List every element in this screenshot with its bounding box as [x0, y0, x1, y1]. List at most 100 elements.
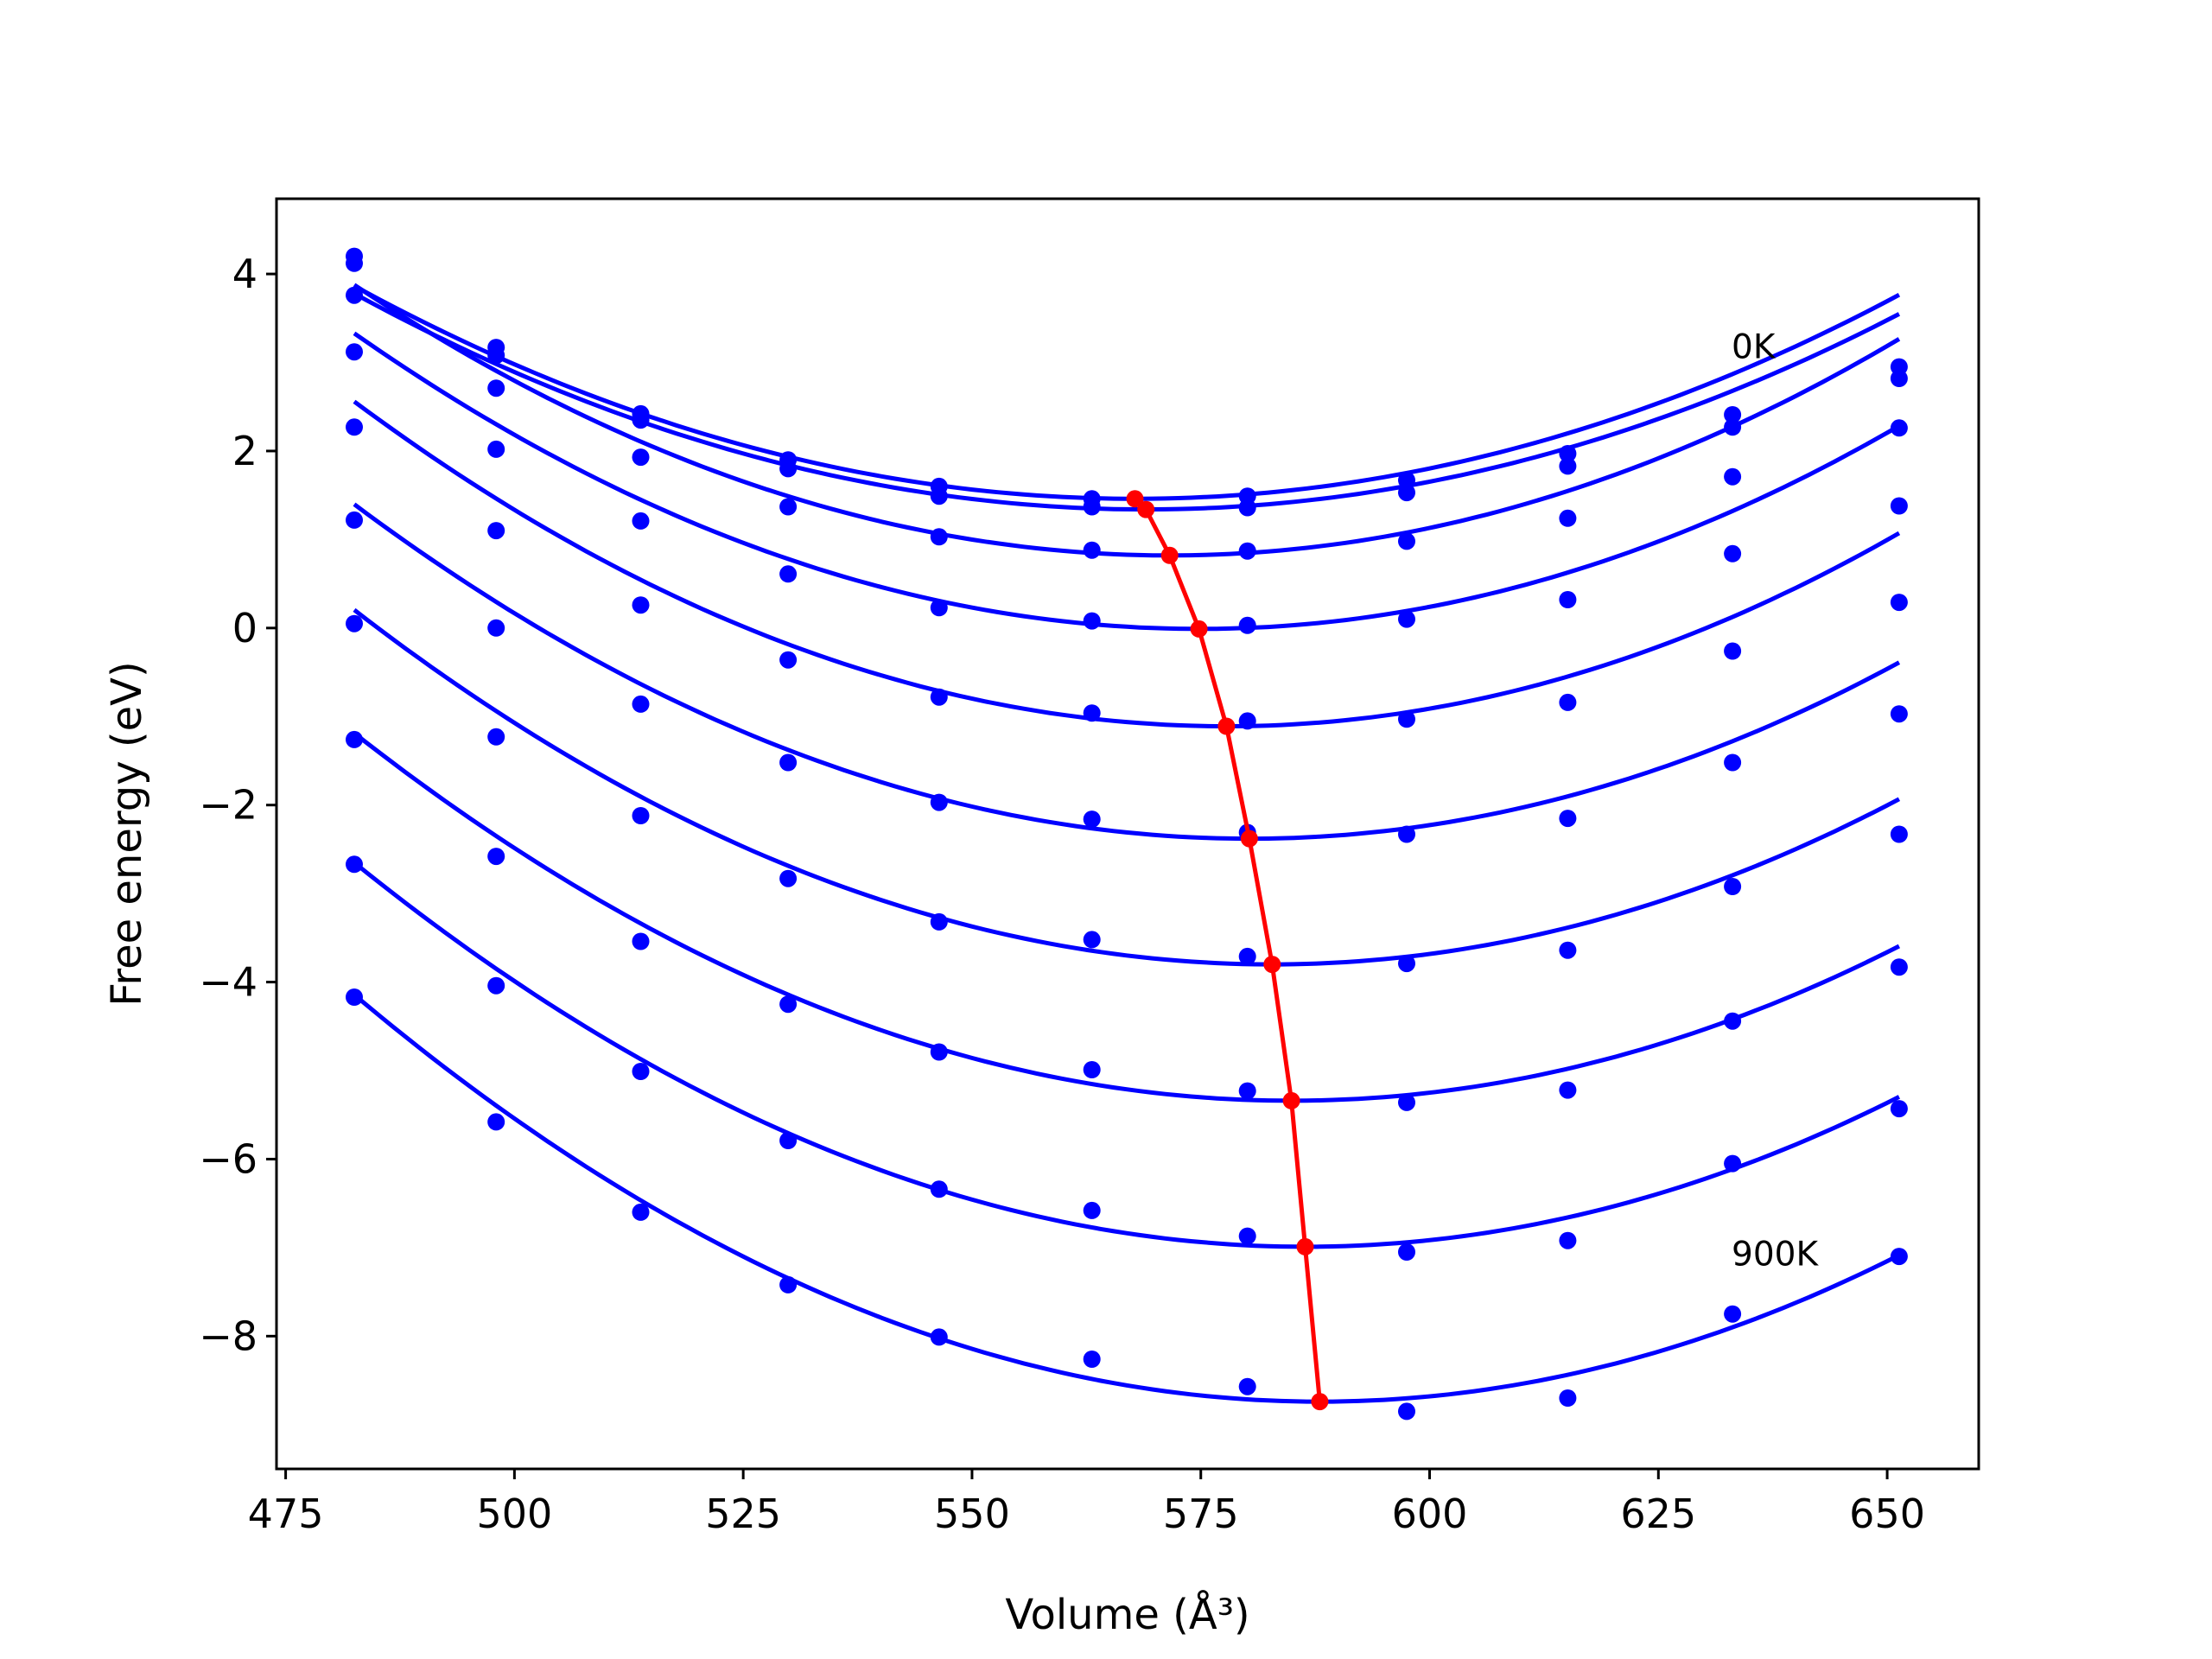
data-point: [1890, 825, 1908, 843]
y-axis-ticks: −8 −6 −4 −2 0 2 4: [199, 251, 276, 1359]
data-point: [1890, 497, 1908, 515]
data-point: [1398, 955, 1415, 973]
data-point: [930, 487, 948, 505]
data-point: [779, 1275, 798, 1294]
data-point: [930, 1180, 948, 1198]
data-point: [346, 343, 363, 361]
data-point: [1083, 612, 1101, 630]
data-point: [1083, 931, 1101, 949]
data-point: [1559, 810, 1577, 828]
data-point: [632, 695, 650, 713]
y-tick-label: −2: [199, 782, 257, 829]
annotation-label: 0K: [1732, 327, 1777, 366]
data-point: [1724, 1305, 1742, 1323]
data-point: [1890, 1248, 1908, 1266]
x-tick-label: 475: [248, 1491, 324, 1537]
minimum-point: [1296, 1237, 1314, 1255]
data-point: [1398, 1093, 1415, 1111]
data-point: [1083, 810, 1101, 829]
data-point: [632, 1063, 650, 1080]
data-point: [487, 522, 505, 540]
annotation-label: 900K: [1732, 1235, 1819, 1274]
data-point: [1890, 594, 1908, 612]
fit-curve-9: [353, 861, 1901, 1249]
data-point: [346, 988, 363, 1006]
data-point: [487, 976, 505, 995]
y-tick-label: 4: [232, 251, 257, 297]
data-point: [779, 1132, 798, 1149]
data-point: [1559, 1389, 1577, 1407]
data-point: [930, 688, 948, 706]
data-point: [1559, 1081, 1577, 1099]
data-point: [1890, 958, 1908, 976]
data-point: [1238, 499, 1256, 517]
fit-curve-7: [353, 607, 1901, 967]
data-point: [1890, 419, 1908, 437]
data-point: [1890, 705, 1908, 723]
minimum-point: [1263, 956, 1281, 974]
minimum-line: [1133, 497, 1322, 1402]
data-point: [632, 932, 650, 950]
data-point: [487, 619, 505, 637]
fit-curve-6: [353, 502, 1901, 842]
data-point: [1083, 1061, 1101, 1078]
data-point: [346, 286, 363, 304]
data-point: [632, 448, 650, 467]
data-point: [1398, 532, 1415, 550]
data-point: [1083, 1201, 1101, 1219]
fit-curve-8: [353, 731, 1901, 1103]
data-point: [779, 995, 798, 1014]
data-point: [779, 498, 798, 516]
data-point: [1724, 1154, 1742, 1173]
x-axis-ticks: 475 500 525 550 575 600 625 650: [248, 1469, 1925, 1537]
data-point: [487, 379, 505, 397]
data-point: [346, 511, 363, 529]
x-tick-label: 500: [476, 1491, 552, 1537]
data-point: [930, 793, 948, 811]
annotations: 0K 900K: [1732, 327, 1819, 1274]
minimum-point: [1311, 1393, 1329, 1411]
fit-curves: [353, 283, 1901, 1404]
fit-curve-5: [353, 399, 1901, 728]
data-point: [1398, 471, 1415, 489]
data-point: [1559, 445, 1577, 462]
data-point: [1083, 1351, 1101, 1368]
minimum-point: [1137, 500, 1155, 518]
data-point: [779, 753, 798, 772]
fit-curve-3: [353, 283, 1901, 558]
x-tick-label: 600: [1392, 1491, 1468, 1537]
data-point: [1238, 1082, 1256, 1100]
data-point: [487, 1113, 505, 1131]
data-point: [779, 869, 798, 887]
plot-frame: [275, 197, 1980, 1471]
data-point: [1890, 370, 1908, 387]
y-tick-label: 2: [232, 428, 257, 474]
minimum-curve: [1126, 490, 1329, 1411]
data-point: [1238, 542, 1256, 560]
data-point: [1724, 418, 1742, 436]
data-point: [930, 1328, 948, 1346]
data-point: [632, 807, 650, 824]
minimum-point: [1160, 546, 1179, 564]
y-tick-label: 0: [232, 605, 257, 652]
data-point: [1724, 544, 1742, 563]
data-point: [1724, 642, 1742, 660]
fit-curve-2: [353, 291, 1901, 512]
data-point: [1083, 704, 1101, 722]
x-tick-label: 625: [1620, 1491, 1696, 1537]
y-tick-label: −4: [199, 959, 257, 1006]
data-point: [346, 855, 363, 874]
data-point: [1238, 1227, 1256, 1245]
x-tick-label: 575: [1163, 1491, 1239, 1537]
data-point: [1559, 1231, 1577, 1249]
data-point: [346, 254, 363, 272]
x-axis-label: Volume (Å³): [1005, 1590, 1249, 1639]
fit-curve-10: [353, 993, 1901, 1404]
x-tick-label: 650: [1849, 1491, 1925, 1537]
data-point: [487, 848, 505, 866]
minimum-point: [1217, 717, 1236, 735]
data-point: [632, 596, 650, 614]
data-point: [1559, 591, 1577, 608]
data-point: [1398, 484, 1415, 502]
